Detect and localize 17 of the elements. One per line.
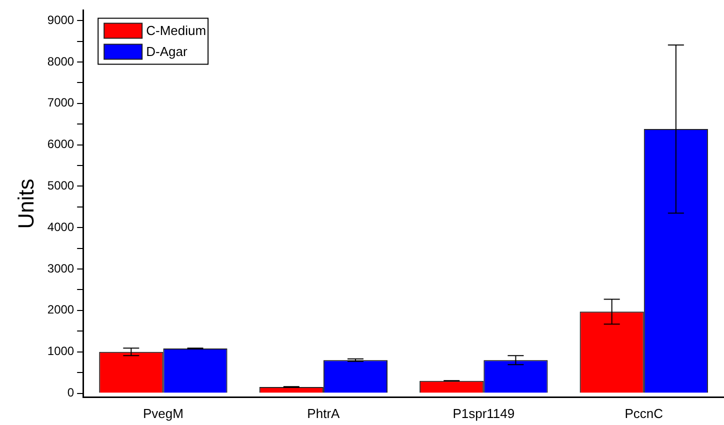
y-tick-label: 2000 [47,302,74,317]
x-tick-label: PhtrA [307,406,340,421]
y-tick-label: 0 [67,386,74,400]
y-axis-title: Units [13,178,38,229]
legend-label: D-Agar [146,44,188,59]
x-tick-label: PccnC [624,406,664,421]
y-tick-label: 5000 [47,178,74,193]
y-tick-label: 1000 [47,344,74,358]
legend-label: C-Medium [146,22,206,38]
y-tick-label: 8000 [47,54,74,68]
y-tick-label: 6000 [47,137,74,152]
y-tick-label: 9000 [47,12,74,27]
y-tick-label: 7000 [47,96,74,110]
y-tick-label: 4000 [47,220,74,234]
x-tick-label: PvegM [142,406,184,421]
y-tick-label: 3000 [47,261,74,276]
x-tick-label: P1spr1149 [452,406,515,421]
